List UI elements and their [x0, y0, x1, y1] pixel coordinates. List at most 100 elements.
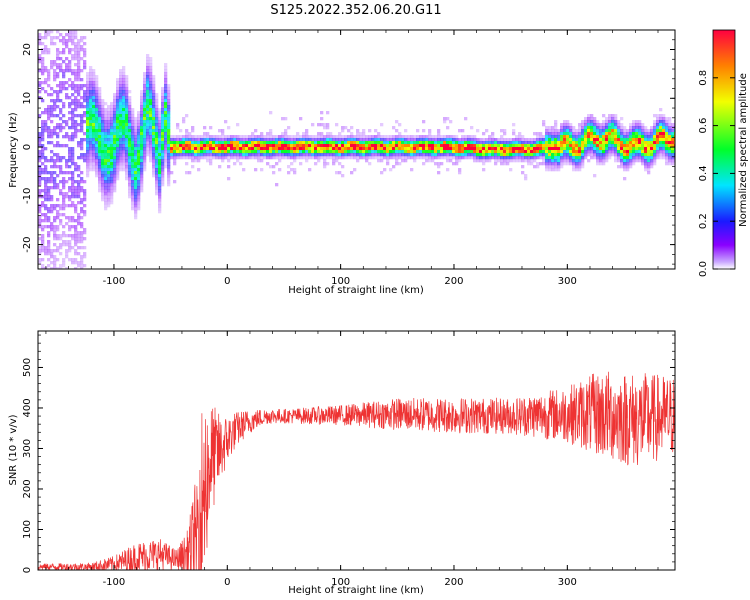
heatmap-cell [56, 90, 60, 94]
heatmap-cell [50, 105, 54, 109]
heatmap-cell [662, 132, 666, 136]
heatmap-cell [122, 99, 126, 103]
heatmap-cell [125, 123, 129, 127]
heatmap-cell [608, 129, 612, 133]
heatmap-cell [104, 195, 108, 199]
heatmap-cell [515, 147, 519, 151]
heatmap-cell [107, 174, 111, 178]
colorbar-gradient [712, 29, 736, 270]
heatmap-cell [329, 147, 333, 151]
heatmap-cell [50, 222, 54, 226]
heatmap-cell [209, 150, 213, 154]
heatmap-cell [284, 150, 288, 154]
heatmap-cell [356, 159, 360, 163]
heatmap-cell [59, 180, 63, 184]
heatmap-cell [563, 156, 567, 160]
heatmap-cell [47, 132, 51, 136]
heatmap-cell [344, 150, 348, 154]
heatmap-cell [137, 117, 141, 121]
heatmap-cell [488, 144, 492, 148]
heatmap-cell [41, 150, 45, 154]
heatmap-cell [212, 138, 216, 142]
heatmap-cell [74, 54, 78, 58]
heatmap-cell [248, 150, 252, 154]
heatmap-cell [608, 150, 612, 154]
heatmap-cell [146, 126, 150, 130]
heatmap-cell [77, 123, 81, 127]
heatmap-cell [518, 144, 522, 148]
heatmap-cell [38, 249, 42, 253]
heatmap-cell [629, 162, 633, 166]
heatmap-cell [152, 171, 156, 175]
heatmap-cell [401, 141, 405, 145]
heatmap-cell [110, 120, 114, 124]
heatmap-cell [620, 138, 624, 142]
heatmap-cell [101, 150, 105, 154]
heatmap-cell [53, 132, 57, 136]
heatmap-cell [83, 213, 87, 217]
heatmap-cell [143, 90, 147, 94]
heatmap-cell [44, 189, 48, 193]
heatmap-cell [566, 156, 570, 160]
heatmap-cell [164, 93, 168, 97]
heatmap-cell [629, 141, 633, 145]
heatmap-cell [146, 78, 150, 82]
heatmap-cell [284, 132, 288, 136]
heatmap-cell [167, 159, 171, 163]
heatmap-cell [491, 135, 495, 139]
heatmap-cell [80, 246, 84, 250]
heatmap-cell [101, 129, 105, 133]
heatmap-cell [104, 123, 108, 127]
heatmap-cell [86, 141, 90, 145]
heatmap-cell [155, 174, 159, 178]
heatmap-cell [338, 138, 342, 142]
heatmap-cell [77, 189, 81, 193]
heatmap-cell [53, 231, 57, 235]
heatmap-cell [164, 141, 168, 145]
heatmap-cell [254, 135, 258, 139]
heatmap-cell [161, 114, 165, 118]
heatmap-cell [41, 81, 45, 85]
heatmap-cell [428, 147, 432, 151]
heatmap-cell [74, 42, 78, 46]
heatmap-cell [656, 114, 660, 118]
heatmap-cell [533, 159, 537, 163]
heatmap-cell [62, 261, 66, 265]
heatmap-cell [83, 231, 87, 235]
heatmap-cell [290, 153, 294, 157]
heatmap-cell [128, 153, 132, 157]
heatmap-cell [650, 129, 654, 133]
heatmap-cell [518, 141, 522, 145]
heatmap-cell [551, 153, 555, 157]
heatmap-cell [77, 90, 81, 94]
heatmap-cell [266, 150, 270, 154]
heatmap-cell [521, 141, 525, 145]
heatmap-cell [89, 129, 93, 133]
heatmap-cell [437, 144, 441, 148]
heatmap-cell [50, 207, 54, 211]
heatmap-cell [569, 156, 573, 160]
heatmap-cell [314, 162, 318, 166]
heatmap-cell [50, 63, 54, 67]
heatmap-cell [164, 84, 168, 88]
heatmap-cell [80, 186, 84, 190]
heatmap-cell [452, 150, 456, 154]
heatmap-cell [119, 105, 123, 109]
heatmap-cell [233, 153, 237, 157]
heatmap-cell [203, 150, 207, 154]
heatmap-cell [56, 258, 60, 262]
heatmap-cell [80, 69, 84, 73]
heatmap-cell [338, 171, 342, 175]
heatmap-cell [569, 144, 573, 148]
heatmap-cell [620, 150, 624, 154]
heatmap-cell [446, 153, 450, 157]
heatmap-cell [566, 132, 570, 136]
heatmap-cell [398, 135, 402, 139]
heatmap-cell [212, 135, 216, 139]
heatmap-cell [167, 153, 171, 157]
heatmap-cell [572, 159, 576, 163]
heatmap-cell [104, 177, 108, 181]
heatmap-cell [74, 72, 78, 76]
heatmap-cell [560, 159, 564, 163]
heatmap-cell [365, 156, 369, 160]
